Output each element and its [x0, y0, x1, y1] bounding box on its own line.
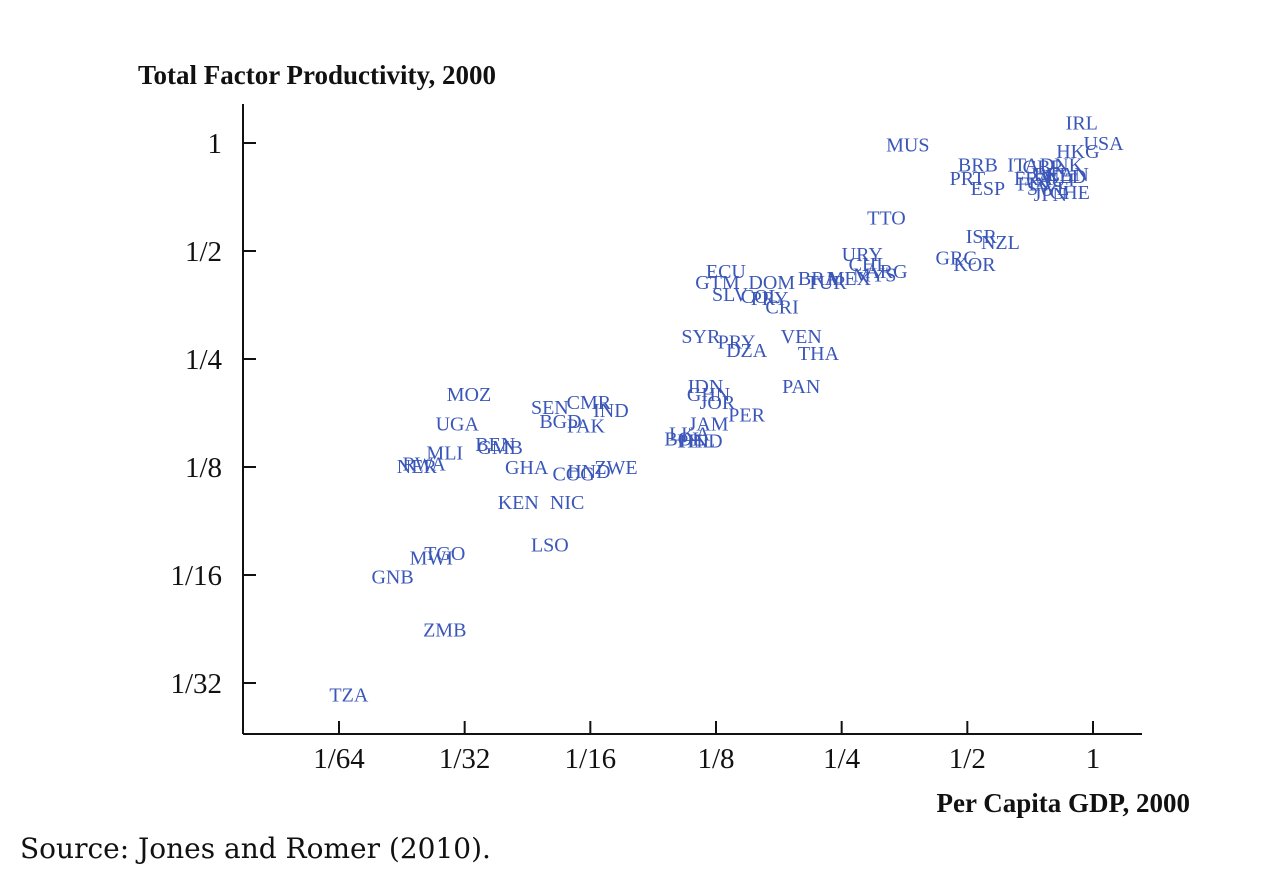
point-label-col: COL — [741, 286, 781, 308]
point-label-ghn: GHN — [687, 384, 730, 406]
point-label-ecu: ECU — [706, 261, 747, 283]
point-label-grc: GRC — [936, 247, 977, 269]
point-label-cmr: CMR — [567, 392, 612, 414]
y-tick-label: 1/8 — [185, 452, 222, 484]
point-label-syr: SYR — [681, 326, 721, 348]
point-label-moz: MOZ — [447, 384, 491, 406]
point-label-mwi: MWI — [410, 547, 453, 569]
point-label-bol: BOL — [664, 429, 704, 451]
point-label-gbr: GBR — [1023, 156, 1065, 178]
point-label-zmb: ZMB — [423, 620, 466, 642]
point-label-gha: GHA — [505, 457, 549, 479]
y-axis-title: Total Factor Productivity, 2000 — [138, 60, 496, 90]
point-label-pak: PAK — [567, 416, 606, 438]
point-label-ita: ITA — [1007, 155, 1039, 177]
point-label-gmb: GMB — [477, 437, 523, 459]
point-label-mli: MLI — [426, 443, 463, 465]
point-label-ner: NER — [397, 456, 438, 478]
point-label-arg: ARG — [865, 261, 907, 283]
point-label-lka: LKA — [669, 423, 711, 445]
point-label-mus: MUS — [886, 135, 929, 157]
point-label-gtm: GTM — [695, 272, 740, 294]
point-label-tha: THA — [798, 343, 840, 365]
point-label-mys: MYS — [853, 264, 896, 286]
point-label-irl: IRL — [1066, 113, 1098, 135]
point-label-pan: PAN — [782, 376, 820, 398]
point-label-cri: CRI — [765, 297, 798, 319]
point-label-esp: ESP — [971, 178, 1005, 200]
point-label-fra: FRA — [1014, 168, 1053, 190]
point-label-per: PER — [728, 405, 765, 427]
point-label-slv: SLV — [712, 284, 749, 306]
point-label-aut: AUT — [1036, 170, 1077, 192]
y-tick-label: 1/16 — [170, 560, 222, 592]
point-label-bra: BRA — [798, 268, 840, 290]
point-label-tto: TTO — [867, 207, 906, 229]
data-points: IRLUSAHKGMUSBRBPRTITAGBRDNKFRABELAUTNLDC… — [329, 113, 1124, 707]
point-label-rwa: RWA — [403, 453, 447, 475]
x-tick-label: 1/16 — [565, 743, 617, 775]
point-label-nic: NIC — [550, 492, 584, 514]
point-label-che: CHE — [1050, 182, 1090, 204]
point-label-dom: DOM — [748, 272, 795, 294]
point-label-bel: BEL — [1034, 164, 1072, 186]
x-tick-label: 1/64 — [313, 743, 365, 775]
point-label-pry: PRY — [751, 288, 789, 310]
point-label-tza: TZA — [329, 685, 368, 707]
point-label-phl: PHL — [677, 431, 715, 453]
point-label-ven: VEN — [781, 326, 822, 348]
point-label-sen: SEN — [531, 397, 569, 419]
point-label-jpn: JPN — [1034, 184, 1067, 206]
point-label-ken: KEN — [498, 492, 539, 514]
point-label-usa: USA — [1084, 133, 1125, 155]
point-label-prt: PRT — [950, 168, 985, 190]
point-label-ben: BEN — [475, 434, 515, 456]
point-label-bgd: BGD — [539, 411, 581, 433]
x-tick-label: 1/2 — [949, 743, 986, 775]
point-label-cog: COG — [553, 463, 595, 485]
point-label-ury: URY — [842, 244, 883, 266]
point-label-zwe: ZWE — [594, 457, 637, 479]
x-axis-title: Per Capita GDP, 2000 — [937, 788, 1191, 818]
point-label-jor: JOR — [700, 392, 736, 414]
point-label-mex: MEX — [827, 268, 872, 290]
point-label-hkg: HKG — [1056, 141, 1099, 163]
point-label-nld: NLD — [1045, 166, 1086, 188]
x-tick-label: 1/4 — [823, 743, 861, 775]
point-label-dnk: DNK — [1040, 155, 1084, 177]
point-label-kor: KOR — [953, 254, 996, 276]
point-label-brb: BRB — [958, 155, 998, 177]
point-label-tur: TUR — [807, 272, 848, 294]
point-label-pry: PRY — [718, 331, 756, 353]
point-label-nzl: NZL — [981, 232, 1020, 254]
x-tick-label: 1 — [1086, 743, 1101, 775]
point-label-idn: IDN — [688, 376, 724, 398]
y-tick-label: 1/32 — [170, 668, 222, 700]
point-label-tgo: TGO — [424, 543, 465, 565]
source-note: Source: Jones and Romer (2010). — [20, 832, 491, 865]
y-tick-label: 1/2 — [185, 236, 222, 268]
point-label-isr: ISR — [966, 226, 998, 248]
point-label-lso: LSO — [531, 535, 569, 557]
point-label-hnd: HND — [567, 461, 610, 483]
point-label-dza: DZA — [726, 340, 768, 362]
point-label-chl: CHL — [849, 254, 889, 276]
y-tick-label: 1 — [208, 128, 223, 160]
point-label-hnd: HND — [679, 431, 722, 453]
y-tick-label: 1/4 — [185, 344, 223, 376]
point-label-uga: UGA — [436, 414, 480, 436]
point-label-gnb: GNB — [371, 566, 413, 588]
x-tick-label: 1/32 — [439, 743, 491, 775]
point-label-can: CAN — [1047, 164, 1089, 186]
x-ticks: 1/64 1/32 1/16 1/8 1/4 1/2 1 — [313, 721, 1100, 775]
point-label-ind: IND — [593, 400, 629, 422]
point-label-swe: SWE — [1027, 178, 1069, 200]
point-label-jam: JAM — [689, 414, 729, 436]
y-ticks: 1/32 1/16 1/8 1/4 1/2 1 — [170, 128, 256, 700]
point-label-fin: FIN — [1017, 174, 1049, 196]
x-tick-label: 1/8 — [697, 743, 734, 775]
